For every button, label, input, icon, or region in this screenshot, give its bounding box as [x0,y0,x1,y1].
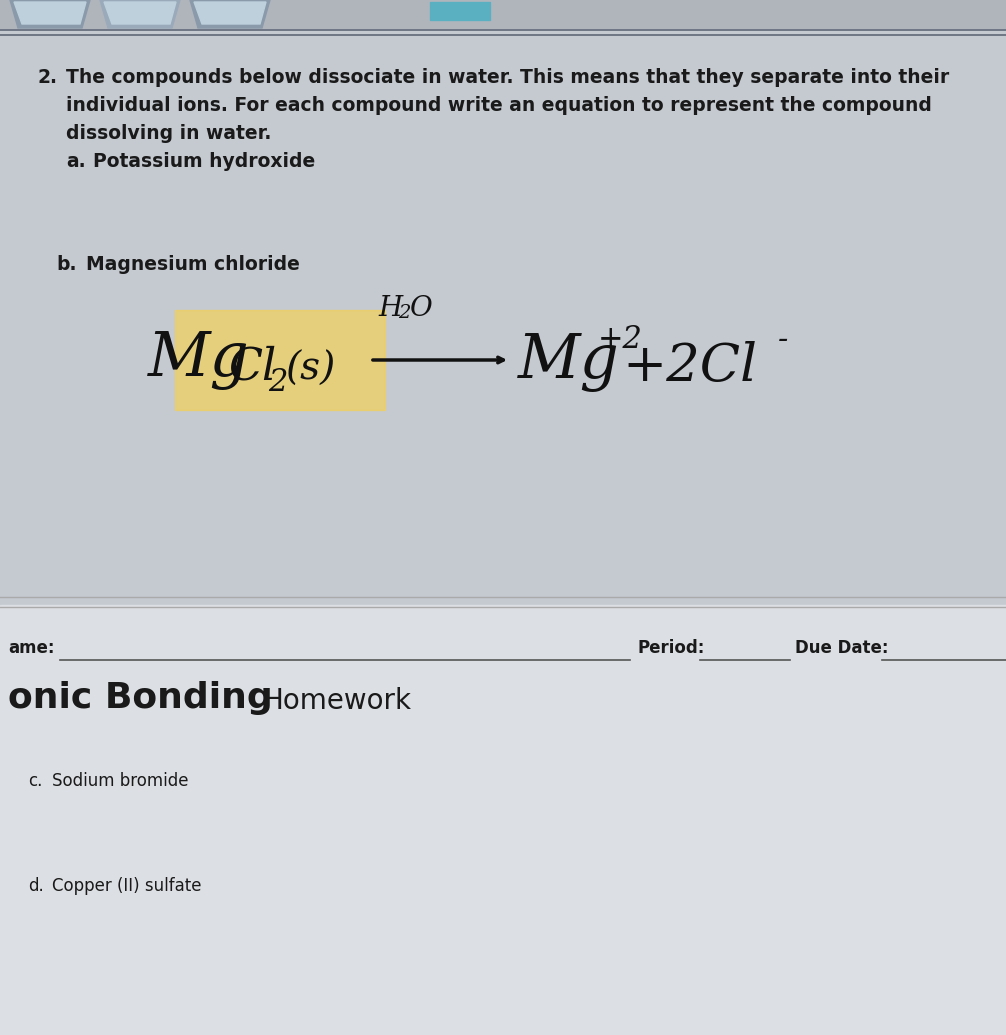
Polygon shape [100,0,180,28]
Text: onic Bonding: onic Bonding [8,681,273,715]
Text: H: H [378,295,402,322]
Text: 2: 2 [268,367,288,398]
Text: Cl: Cl [228,345,277,388]
Text: ame:: ame: [8,639,54,657]
Bar [430,2,490,20]
Bar [175,310,385,410]
Text: c.: c. [28,772,42,790]
Text: The compounds below dissociate in water. This means that they separate into thei: The compounds below dissociate in water.… [66,68,950,87]
Polygon shape [10,0,90,28]
Text: +2: +2 [598,324,643,355]
Bar [0,605,1006,1035]
Text: +2Cl: +2Cl [622,341,757,392]
Bar [0,0,1006,605]
Text: O: O [410,295,433,322]
Text: Copper (II) sulfate: Copper (II) sulfate [52,877,201,895]
Bar [0,0,1006,28]
Polygon shape [190,0,270,28]
Text: Magnesium chloride: Magnesium chloride [86,255,300,274]
Text: Due Date:: Due Date: [795,639,888,657]
Text: d.: d. [28,877,43,895]
Text: -: - [778,324,789,355]
Text: Homework: Homework [262,687,411,715]
Text: dissolving in water.: dissolving in water. [66,124,272,143]
Text: a.: a. [66,152,86,171]
Text: Mg: Mg [148,330,249,390]
Text: b.: b. [56,255,76,274]
Text: Potassium hydroxide: Potassium hydroxide [93,152,315,171]
Text: Period:: Period: [638,639,705,657]
Text: 2.: 2. [38,68,58,87]
Polygon shape [104,2,176,24]
Polygon shape [14,2,86,24]
Polygon shape [194,2,266,24]
Text: 2: 2 [398,304,410,322]
Text: (s): (s) [285,351,335,388]
Text: individual ions. For each compound write an equation to represent the compound: individual ions. For each compound write… [66,96,932,115]
Text: Sodium bromide: Sodium bromide [52,772,188,790]
Text: Mg: Mg [518,332,620,392]
